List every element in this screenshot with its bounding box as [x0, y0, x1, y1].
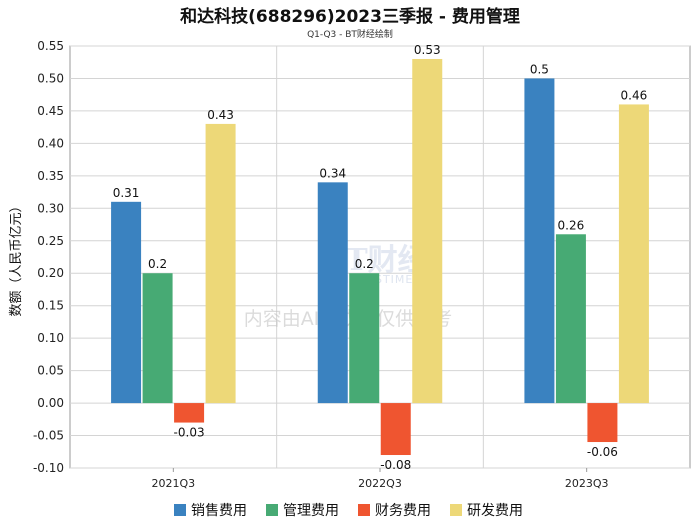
y-tick-label: 0.45: [37, 104, 64, 118]
y-tick-label: 0.00: [37, 396, 64, 410]
legend-swatch: [450, 504, 462, 516]
legend-swatch: [266, 504, 278, 516]
data-label: -0.06: [587, 445, 618, 459]
data-label: 0.31: [113, 186, 140, 200]
bar: [174, 403, 205, 423]
data-label: 0.43: [207, 108, 234, 122]
bar: [380, 403, 411, 456]
legend-swatch: [174, 504, 186, 516]
y-axis: 0.55 0.50 0.45 0.40 0.35 0.30 0.25 0.20 0.15 0.10…: [33, 39, 64, 475]
y-tick-label: 0.30: [37, 201, 64, 215]
y-tick-label: 0.05: [37, 364, 64, 378]
y-tick-label: 0.35: [37, 169, 64, 183]
legend-label: 财务费用: [375, 503, 431, 519]
bar: [618, 104, 649, 404]
y-tick-label: 0.20: [37, 266, 64, 280]
legend-label: 销售费用: [191, 503, 247, 519]
bar: [205, 123, 236, 404]
y-tick-label: 0.15: [37, 299, 64, 313]
bar: [412, 58, 443, 404]
legend-label: 管理费用: [283, 503, 339, 519]
y-axis-label: 数额（人民币亿元）: [9, 199, 24, 316]
plot-area: [69, 45, 691, 469]
x-tick-label: 2022Q3: [358, 477, 402, 490]
y-tick-label: 0.10: [37, 331, 64, 345]
data-label: -0.08: [380, 458, 411, 472]
y-tick-label: 0.55: [37, 39, 64, 53]
y-tick-label: -0.10: [33, 461, 64, 475]
data-label: 0.34: [319, 166, 346, 180]
x-tick-label: 2021Q3: [152, 477, 196, 490]
bar: [555, 234, 586, 404]
bar: [587, 403, 618, 443]
data-label: 0.26: [558, 218, 585, 232]
x-axis: 2021Q3 2022Q3 2023Q3: [152, 468, 609, 490]
plot-border: [69, 45, 691, 469]
bar: [111, 201, 142, 404]
bar: [317, 182, 348, 404]
data-label: 0.53: [414, 43, 441, 57]
data-label: 0.2: [355, 257, 374, 271]
x-tick-label: 2023Q3: [565, 477, 609, 490]
legend: 销售费用 管理费用 财务费用 研发费用: [174, 503, 523, 519]
data-label: 0.5: [530, 62, 549, 76]
chart-subtitle: Q1-Q3 - BT财经绘制: [307, 28, 393, 40]
watermark-notice: 内容由AI生成，仅供参考: [244, 308, 453, 330]
legend-label: 研发费用: [467, 503, 523, 519]
chart-title: 和达科技(688296)2023三季报 - 费用管理: [180, 6, 520, 27]
legend-swatch: [358, 504, 370, 516]
data-label: 0.2: [148, 257, 167, 271]
y-tick-label: 0.40: [37, 136, 64, 150]
y-tick-label: -0.05: [33, 429, 64, 443]
y-tick-label: 0.50: [37, 71, 64, 85]
bar: [524, 78, 555, 404]
bar-series: [111, 58, 649, 456]
data-label: 0.46: [621, 88, 648, 102]
data-label: -0.03: [174, 426, 205, 440]
y-tick-label: 0.25: [37, 234, 64, 248]
data-labels: 0.31 0.2 -0.03 0.43 0.34 0.2 -0.08 0.53 0.5 0.26 -…: [113, 43, 648, 472]
bar: [349, 273, 380, 404]
bar: [142, 273, 173, 404]
